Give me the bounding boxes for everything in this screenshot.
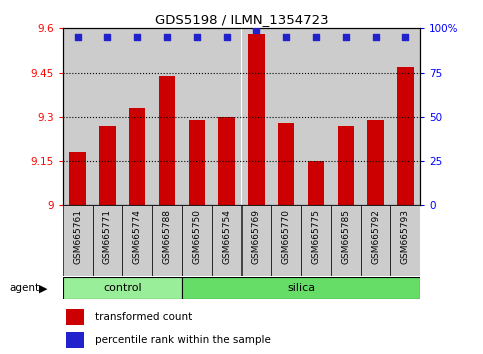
Bar <box>182 205 212 276</box>
Bar <box>70 152 86 205</box>
Bar <box>182 277 420 299</box>
Text: silica: silica <box>287 283 315 293</box>
Bar <box>93 205 122 276</box>
Bar <box>152 205 182 276</box>
Bar <box>66 332 84 348</box>
Point <box>312 34 320 40</box>
Text: GSM665788: GSM665788 <box>163 209 171 264</box>
Text: percentile rank within the sample: percentile rank within the sample <box>95 335 271 346</box>
Bar <box>242 28 271 205</box>
Point <box>223 34 230 40</box>
Text: GSM665769: GSM665769 <box>252 209 261 264</box>
Point <box>401 34 409 40</box>
Text: agent: agent <box>10 283 40 293</box>
Bar <box>129 108 145 205</box>
Bar <box>212 28 242 205</box>
Bar <box>301 28 331 205</box>
Point <box>193 34 201 40</box>
Bar <box>338 126 354 205</box>
Text: GSM665761: GSM665761 <box>73 209 82 264</box>
Point <box>253 27 260 33</box>
Bar <box>361 28 390 205</box>
Bar <box>390 205 420 276</box>
Text: GSM665770: GSM665770 <box>282 209 291 264</box>
Bar <box>271 28 301 205</box>
Point <box>342 34 350 40</box>
Point <box>282 34 290 40</box>
Text: GSM665793: GSM665793 <box>401 209 410 264</box>
Text: GSM665774: GSM665774 <box>133 209 142 264</box>
Bar <box>93 28 122 205</box>
Bar <box>390 28 420 205</box>
Bar <box>368 120 384 205</box>
Bar <box>99 126 115 205</box>
Bar <box>361 205 390 276</box>
Bar <box>152 28 182 205</box>
Bar <box>218 117 235 205</box>
Bar <box>122 205 152 276</box>
Text: GSM665750: GSM665750 <box>192 209 201 264</box>
Bar <box>331 28 361 205</box>
Point <box>163 34 171 40</box>
Bar <box>63 28 93 205</box>
Bar <box>159 75 175 205</box>
Title: GDS5198 / ILMN_1354723: GDS5198 / ILMN_1354723 <box>155 13 328 26</box>
Bar <box>242 205 271 276</box>
Text: GSM665754: GSM665754 <box>222 209 231 264</box>
Bar <box>189 120 205 205</box>
Bar <box>182 28 212 205</box>
Bar <box>63 277 182 299</box>
Bar <box>66 309 84 325</box>
Bar <box>397 67 413 205</box>
Text: control: control <box>103 283 142 293</box>
Bar <box>63 205 93 276</box>
Point <box>74 34 82 40</box>
Text: ▶: ▶ <box>39 283 48 293</box>
Bar <box>331 205 361 276</box>
Point <box>372 34 380 40</box>
Text: GSM665792: GSM665792 <box>371 209 380 264</box>
Bar <box>271 205 301 276</box>
Text: GSM665771: GSM665771 <box>103 209 112 264</box>
Point <box>133 34 141 40</box>
Bar <box>122 28 152 205</box>
Bar <box>308 161 324 205</box>
Text: transformed count: transformed count <box>95 312 192 322</box>
Bar <box>248 34 265 205</box>
Text: GSM665775: GSM665775 <box>312 209 320 264</box>
Bar <box>278 123 294 205</box>
Text: GSM665785: GSM665785 <box>341 209 350 264</box>
Bar <box>301 205 331 276</box>
Point <box>104 34 112 40</box>
Bar <box>212 205 242 276</box>
